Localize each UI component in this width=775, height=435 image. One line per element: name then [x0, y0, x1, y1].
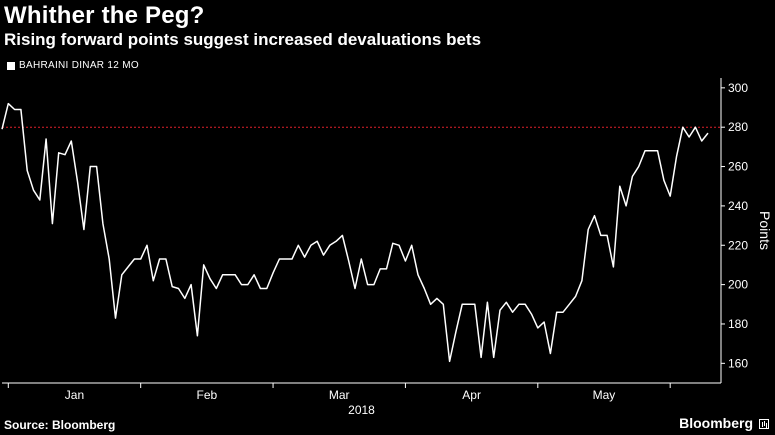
series-line-bahraini-dinar-12mo	[1, 102, 709, 363]
x-tick-label: May	[593, 388, 616, 402]
x-year-label: 2018	[348, 403, 375, 417]
y-tick-label: 200	[728, 278, 748, 292]
legend-label: BAHRAINI DINAR 12 MO	[19, 60, 139, 71]
y-axis-title: Points	[757, 211, 773, 250]
legend: BAHRAINI DINAR 12 MO	[7, 60, 139, 71]
bloomberg-chart-icon	[759, 419, 769, 429]
x-tick-label: Jan	[65, 388, 84, 402]
x-tick-label: Apr	[462, 388, 481, 402]
x-tick-label: Feb	[197, 388, 218, 402]
source-note: Source: Bloomberg	[4, 418, 116, 432]
y-tick-label: 240	[728, 199, 748, 213]
brand-logo: Bloomberg	[679, 415, 753, 431]
y-tick-label: 260	[728, 160, 748, 174]
chart-title: Whither the Peg?	[4, 2, 205, 29]
legend-swatch	[7, 61, 15, 70]
chart-subtitle: Rising forward points suggest increased …	[4, 30, 482, 49]
y-tick-label: 180	[728, 317, 748, 331]
y-tick-label: 160	[728, 356, 748, 370]
x-tick-label: Mar	[329, 388, 350, 402]
y-tick-label: 300	[728, 81, 748, 95]
y-tick-label: 280	[728, 120, 748, 134]
y-tick-label: 220	[728, 238, 748, 252]
